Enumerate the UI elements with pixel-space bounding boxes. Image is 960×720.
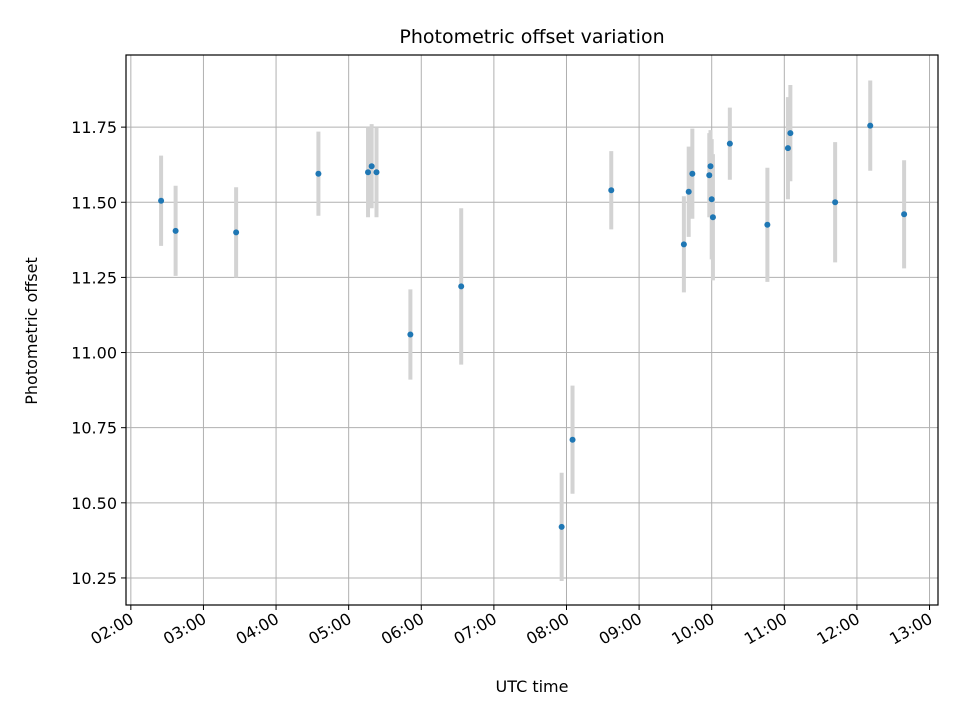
data-point [764, 221, 771, 228]
data-point [365, 169, 372, 176]
x-axis-title: UTC time [496, 677, 569, 696]
data-point [867, 122, 874, 129]
data-point [709, 214, 716, 221]
y-axis-title: Photometric offset [22, 257, 41, 405]
data-point [172, 227, 179, 234]
y-tick-label: 11.50 [71, 193, 117, 212]
data-point [315, 170, 322, 177]
data-point [707, 163, 714, 170]
data-point [726, 140, 733, 147]
y-tick-label: 11.75 [71, 118, 117, 137]
data-point [407, 331, 414, 338]
plot-frame [125, 54, 939, 606]
data-point [784, 145, 791, 152]
data-point [708, 196, 715, 203]
chart-title: Photometric offset variation [399, 26, 664, 48]
y-tick-label: 11.25 [71, 268, 117, 287]
data-point [689, 170, 696, 177]
data-point [569, 436, 576, 443]
y-tick-label: 10.75 [71, 419, 117, 438]
y-tick-label: 11.00 [71, 344, 117, 363]
data-point [608, 187, 615, 194]
data-point [832, 199, 839, 206]
data-point [373, 169, 380, 176]
data-point [680, 241, 687, 248]
y-axis-ticks: 10.25 10.50 10.75 11.00 11.25 11.50 11.75 [71, 118, 126, 588]
data-point [706, 172, 713, 179]
data-point [458, 283, 465, 290]
y-tick-label: 10.50 [71, 494, 117, 513]
grid [126, 55, 938, 605]
data-point [787, 130, 794, 137]
data-point [158, 197, 165, 204]
data-point [901, 211, 908, 218]
data-point [368, 163, 375, 170]
data-point [233, 229, 240, 236]
y-tick-label: 10.25 [71, 569, 117, 588]
data-point [685, 188, 692, 195]
data-point [558, 523, 565, 530]
data-points [158, 122, 908, 530]
